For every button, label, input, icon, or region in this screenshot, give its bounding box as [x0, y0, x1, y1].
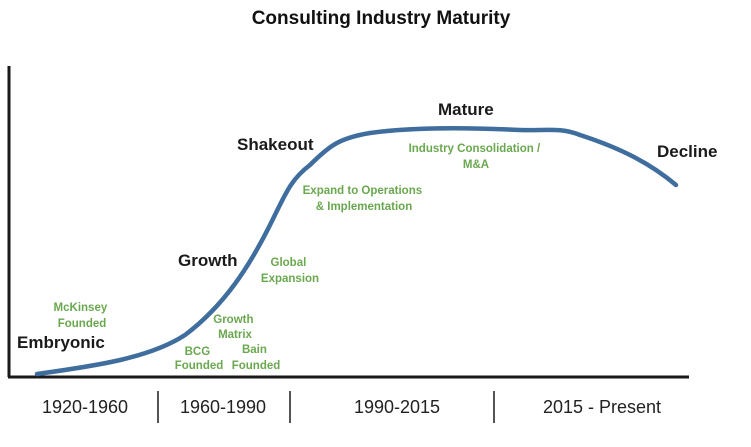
- milestone-bcg: BCG Founded: [175, 346, 224, 372]
- milestone-mckinsey: McKinsey Founded: [54, 302, 111, 330]
- milestone-bain: Bain Founded: [232, 344, 281, 372]
- lifecycle-curve: [34, 125, 679, 377]
- stage-label-shakeout: Shakeout: [237, 135, 314, 154]
- milestone-industry-consolidation: Industry Consolidation / M&A: [409, 143, 544, 171]
- period-label-4: 2015 - Present: [543, 397, 661, 417]
- period-label-1: 1920-1960: [42, 397, 128, 417]
- milestone-expand-operations: Expand to Operations & Implementation: [303, 185, 426, 213]
- period-label-2: 1960-1990: [180, 397, 266, 417]
- diagram-title: Consulting Industry Maturity: [252, 8, 511, 29]
- stage-label-embryonic: Embryonic: [17, 333, 105, 352]
- period-label-3: 1990-2015: [354, 397, 440, 417]
- stage-label-decline: Decline: [657, 142, 717, 161]
- milestone-growth-matrix: Growth Matrix: [213, 314, 256, 341]
- stage-label-mature: Mature: [438, 100, 494, 119]
- stage-label-growth: Growth: [178, 251, 238, 270]
- milestone-global-expansion: Global Expansion: [261, 257, 319, 285]
